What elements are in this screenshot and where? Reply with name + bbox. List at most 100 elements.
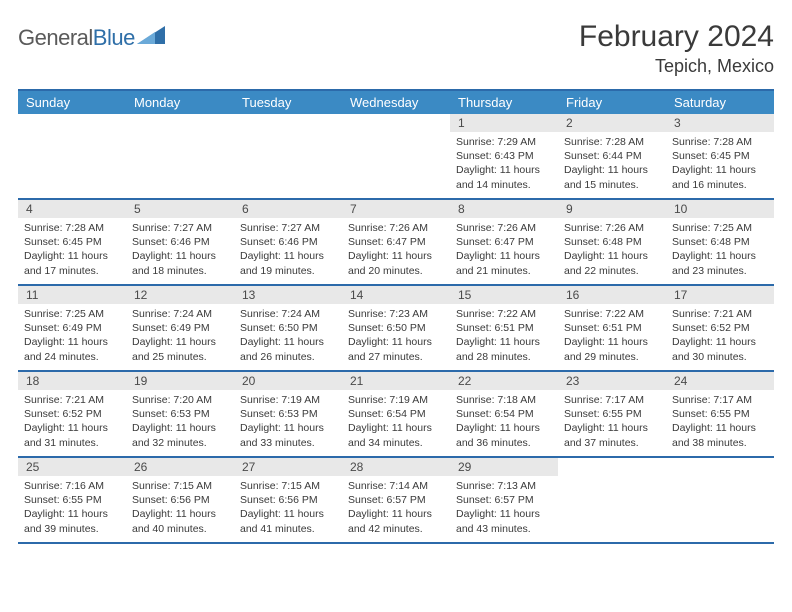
day-number: 20: [234, 372, 342, 390]
sunrise-line: Sunrise: 7:28 AM: [564, 135, 660, 149]
week-row: 11Sunrise: 7:25 AMSunset: 6:49 PMDayligh…: [18, 286, 774, 372]
sunset-line: Sunset: 6:56 PM: [240, 493, 336, 507]
daylight-line: Daylight: 11 hours and 19 minutes.: [240, 249, 336, 277]
day-number: 19: [126, 372, 234, 390]
sunrise-line: Sunrise: 7:13 AM: [456, 479, 552, 493]
sunrise-line: Sunrise: 7:27 AM: [240, 221, 336, 235]
day-number: 8: [450, 200, 558, 218]
sunset-line: Sunset: 6:53 PM: [240, 407, 336, 421]
day-number: 22: [450, 372, 558, 390]
day-cell: 6Sunrise: 7:27 AMSunset: 6:46 PMDaylight…: [234, 200, 342, 284]
empty-cell: [342, 114, 450, 198]
empty-cell: [18, 114, 126, 198]
sunrise-line: Sunrise: 7:23 AM: [348, 307, 444, 321]
day-header: Saturday: [666, 91, 774, 114]
sunrise-line: Sunrise: 7:22 AM: [564, 307, 660, 321]
daylight-line: Daylight: 11 hours and 41 minutes.: [240, 507, 336, 535]
day-details: Sunrise: 7:19 AMSunset: 6:54 PMDaylight:…: [342, 390, 450, 456]
week-row: 25Sunrise: 7:16 AMSunset: 6:55 PMDayligh…: [18, 458, 774, 544]
day-number: 21: [342, 372, 450, 390]
day-cell: 11Sunrise: 7:25 AMSunset: 6:49 PMDayligh…: [18, 286, 126, 370]
sunrise-line: Sunrise: 7:14 AM: [348, 479, 444, 493]
day-details: Sunrise: 7:24 AMSunset: 6:50 PMDaylight:…: [234, 304, 342, 370]
day-cell: 17Sunrise: 7:21 AMSunset: 6:52 PMDayligh…: [666, 286, 774, 370]
sunrise-line: Sunrise: 7:26 AM: [348, 221, 444, 235]
sunset-line: Sunset: 6:50 PM: [240, 321, 336, 335]
day-details: Sunrise: 7:25 AMSunset: 6:48 PMDaylight:…: [666, 218, 774, 284]
daylight-line: Daylight: 11 hours and 33 minutes.: [240, 421, 336, 449]
daylight-line: Daylight: 11 hours and 37 minutes.: [564, 421, 660, 449]
daylight-line: Daylight: 11 hours and 27 minutes.: [348, 335, 444, 363]
sunset-line: Sunset: 6:51 PM: [456, 321, 552, 335]
sunrise-line: Sunrise: 7:21 AM: [24, 393, 120, 407]
sunrise-line: Sunrise: 7:24 AM: [240, 307, 336, 321]
week-row: 4Sunrise: 7:28 AMSunset: 6:45 PMDaylight…: [18, 200, 774, 286]
sunrise-line: Sunrise: 7:18 AM: [456, 393, 552, 407]
sunset-line: Sunset: 6:55 PM: [24, 493, 120, 507]
day-cell: 4Sunrise: 7:28 AMSunset: 6:45 PMDaylight…: [18, 200, 126, 284]
day-number: 15: [450, 286, 558, 304]
day-details: Sunrise: 7:16 AMSunset: 6:55 PMDaylight:…: [18, 476, 126, 542]
day-number: 17: [666, 286, 774, 304]
calendar-location: Tepich, Mexico: [579, 56, 774, 77]
sunrise-line: Sunrise: 7:28 AM: [24, 221, 120, 235]
day-cell: 25Sunrise: 7:16 AMSunset: 6:55 PMDayligh…: [18, 458, 126, 542]
daylight-line: Daylight: 11 hours and 18 minutes.: [132, 249, 228, 277]
day-number: 14: [342, 286, 450, 304]
day-cell: 1Sunrise: 7:29 AMSunset: 6:43 PMDaylight…: [450, 114, 558, 198]
brand-logo: GeneralBlue: [18, 20, 167, 51]
sunset-line: Sunset: 6:53 PM: [132, 407, 228, 421]
day-cell: 8Sunrise: 7:26 AMSunset: 6:47 PMDaylight…: [450, 200, 558, 284]
day-number: 29: [450, 458, 558, 476]
day-cell: 13Sunrise: 7:24 AMSunset: 6:50 PMDayligh…: [234, 286, 342, 370]
day-number: 27: [234, 458, 342, 476]
day-details: Sunrise: 7:26 AMSunset: 6:47 PMDaylight:…: [450, 218, 558, 284]
day-header-row: SundayMondayTuesdayWednesdayThursdayFrid…: [18, 91, 774, 114]
sunset-line: Sunset: 6:45 PM: [672, 149, 768, 163]
sunrise-line: Sunrise: 7:29 AM: [456, 135, 552, 149]
empty-cell: [126, 114, 234, 198]
daylight-line: Daylight: 11 hours and 29 minutes.: [564, 335, 660, 363]
day-cell: 12Sunrise: 7:24 AMSunset: 6:49 PMDayligh…: [126, 286, 234, 370]
day-number: 9: [558, 200, 666, 218]
sunset-line: Sunset: 6:50 PM: [348, 321, 444, 335]
sunrise-line: Sunrise: 7:16 AM: [24, 479, 120, 493]
day-cell: 3Sunrise: 7:28 AMSunset: 6:45 PMDaylight…: [666, 114, 774, 198]
day-details: Sunrise: 7:20 AMSunset: 6:53 PMDaylight:…: [126, 390, 234, 456]
sunset-line: Sunset: 6:44 PM: [564, 149, 660, 163]
sunset-line: Sunset: 6:49 PM: [24, 321, 120, 335]
daylight-line: Daylight: 11 hours and 42 minutes.: [348, 507, 444, 535]
daylight-line: Daylight: 11 hours and 39 minutes.: [24, 507, 120, 535]
day-number: 23: [558, 372, 666, 390]
brand-name: GeneralBlue: [18, 25, 135, 51]
day-number: 25: [18, 458, 126, 476]
day-details: Sunrise: 7:28 AMSunset: 6:45 PMDaylight:…: [18, 218, 126, 284]
sunrise-line: Sunrise: 7:27 AM: [132, 221, 228, 235]
daylight-line: Daylight: 11 hours and 26 minutes.: [240, 335, 336, 363]
day-header: Thursday: [450, 91, 558, 114]
day-details: Sunrise: 7:28 AMSunset: 6:44 PMDaylight:…: [558, 132, 666, 198]
daylight-line: Daylight: 11 hours and 14 minutes.: [456, 163, 552, 191]
day-number: 4: [18, 200, 126, 218]
weeks-container: 1Sunrise: 7:29 AMSunset: 6:43 PMDaylight…: [18, 114, 774, 544]
sunrise-line: Sunrise: 7:24 AM: [132, 307, 228, 321]
day-header: Monday: [126, 91, 234, 114]
sunset-line: Sunset: 6:45 PM: [24, 235, 120, 249]
calendar-grid: SundayMondayTuesdayWednesdayThursdayFrid…: [18, 89, 774, 544]
sunrise-line: Sunrise: 7:19 AM: [348, 393, 444, 407]
day-details: Sunrise: 7:15 AMSunset: 6:56 PMDaylight:…: [234, 476, 342, 542]
empty-cell: [558, 458, 666, 542]
calendar-title: February 2024: [579, 20, 774, 54]
daylight-line: Daylight: 11 hours and 43 minutes.: [456, 507, 552, 535]
sunset-line: Sunset: 6:47 PM: [348, 235, 444, 249]
day-details: Sunrise: 7:22 AMSunset: 6:51 PMDaylight:…: [450, 304, 558, 370]
day-details: Sunrise: 7:19 AMSunset: 6:53 PMDaylight:…: [234, 390, 342, 456]
day-details: Sunrise: 7:27 AMSunset: 6:46 PMDaylight:…: [126, 218, 234, 284]
day-details: Sunrise: 7:29 AMSunset: 6:43 PMDaylight:…: [450, 132, 558, 198]
sunset-line: Sunset: 6:47 PM: [456, 235, 552, 249]
day-header: Sunday: [18, 91, 126, 114]
sunrise-line: Sunrise: 7:26 AM: [564, 221, 660, 235]
sunset-line: Sunset: 6:52 PM: [672, 321, 768, 335]
daylight-line: Daylight: 11 hours and 17 minutes.: [24, 249, 120, 277]
sunset-line: Sunset: 6:54 PM: [348, 407, 444, 421]
